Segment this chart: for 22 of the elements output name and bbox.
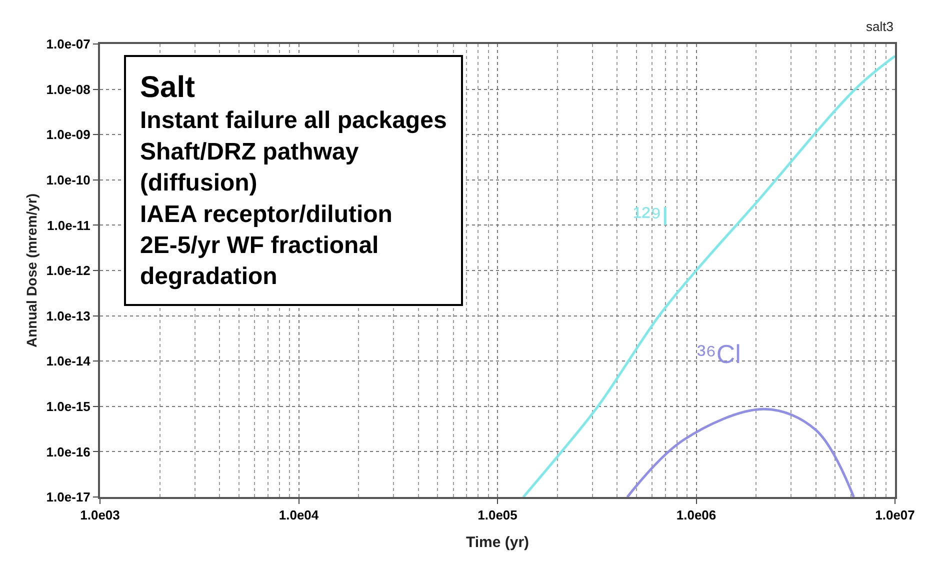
y-tick-label: 1.0e-14: [46, 354, 92, 369]
y-tick-label: 1.0e-11: [47, 218, 90, 233]
x-axis-title: Time (yr): [466, 534, 530, 552]
x-tick-label: 1.0e07: [875, 508, 915, 523]
text: salt3: [866, 19, 894, 34]
x-tick-label: 1.0e04: [278, 508, 320, 523]
x-tick-label: 1.0e05: [478, 508, 518, 523]
y-tick-label: 1.0e-15: [46, 398, 90, 414]
y-tick-label: 1.0e-12: [46, 263, 90, 278]
y-tick-label: 1.0e-13: [46, 308, 90, 324]
y-axis-title: Annual Dose (mrem/yr): [23, 193, 40, 348]
y-tick-label: 1.0e-10: [46, 172, 90, 188]
series-label: ³⁶Cl: [697, 339, 741, 369]
x-tick-label: 1.0e06: [676, 508, 716, 523]
annotation: Salt Instant failure all packages Shaft/DRZ pathway (diffusion) IAEA receptor/dilution 2E-5/yr WF fractional degradation: [140, 71, 447, 290]
series-label: ¹²⁹I: [633, 201, 669, 231]
y-tick-label: 1.0e-17: [46, 490, 90, 505]
x-tick-label: 1.0e03: [80, 508, 120, 523]
y-tick-label: 1.0e-16: [46, 444, 90, 460]
y-tick-label: 1.0e-09: [46, 127, 90, 142]
y-tick-label: 1.0e-08: [46, 82, 90, 97]
y-tick-label: 1.0e-07: [46, 36, 90, 52]
